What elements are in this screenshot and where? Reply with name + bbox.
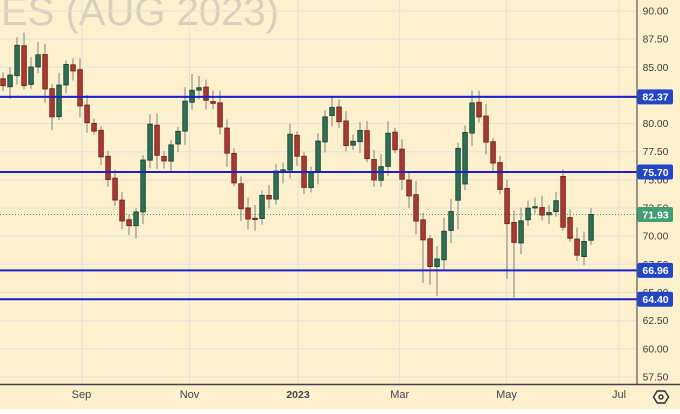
- svg-text:75.00: 75.00: [643, 175, 669, 186]
- svg-text:Sep: Sep: [72, 389, 92, 401]
- svg-text:Jul: Jul: [612, 389, 626, 401]
- svg-text:70.00: 70.00: [643, 232, 669, 243]
- svg-text:Mar: Mar: [390, 389, 409, 401]
- svg-text:66.96: 66.96: [642, 265, 668, 277]
- svg-text:80.00: 80.00: [643, 119, 669, 130]
- svg-text:ES (AUG 2023): ES (AUG 2023): [1, 0, 279, 34]
- svg-text:75.70: 75.70: [642, 167, 668, 179]
- svg-text:87.50: 87.50: [643, 35, 669, 46]
- svg-text:82.37: 82.37: [642, 92, 668, 104]
- svg-text:60.00: 60.00: [643, 344, 669, 355]
- svg-text:71.93: 71.93: [642, 209, 668, 221]
- svg-text:64.40: 64.40: [642, 294, 668, 306]
- svg-text:2023: 2023: [286, 389, 310, 401]
- svg-text:62.50: 62.50: [643, 316, 669, 327]
- svg-text:90.00: 90.00: [643, 7, 669, 18]
- svg-text:77.50: 77.50: [643, 147, 669, 158]
- svg-text:May: May: [496, 389, 517, 401]
- svg-text:85.00: 85.00: [643, 63, 669, 74]
- svg-text:Nov: Nov: [180, 389, 200, 401]
- svg-text:57.50: 57.50: [643, 373, 669, 384]
